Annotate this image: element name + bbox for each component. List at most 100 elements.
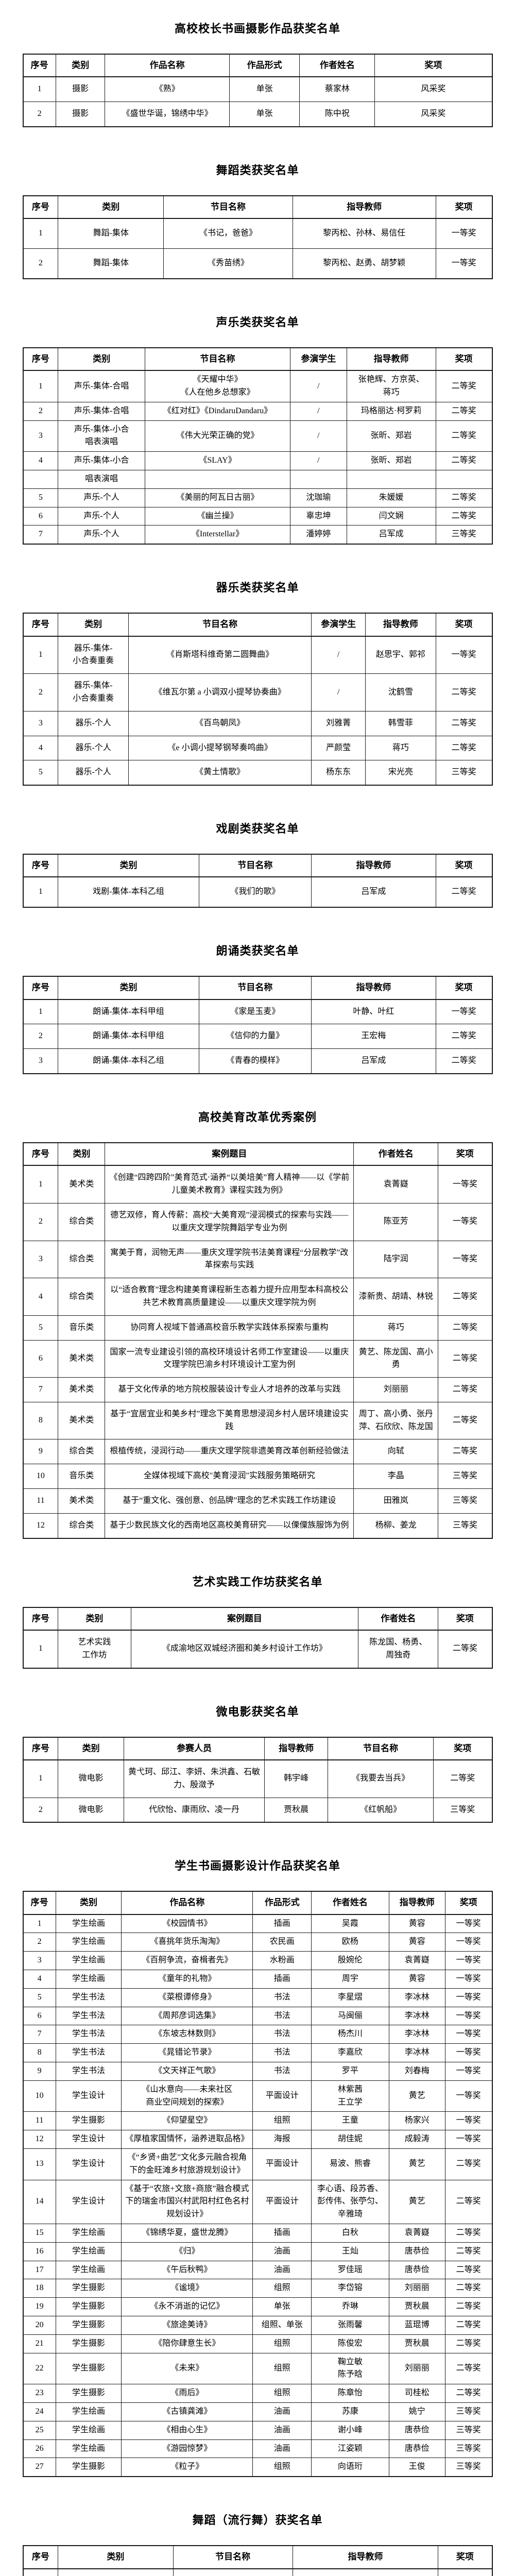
table-row: 6 学生书法 《周邦彦词选集》 书法 马闽俪 李冰林 一等奖	[23, 2006, 493, 2026]
section-title: 微电影获奖名单	[216, 1705, 299, 1718]
table-row: 9 学生书法 《文天祥正气歌》 书法 罗平 刘春梅 一等奖	[23, 2062, 493, 2081]
section-vocal: 声乐类获奖名单 序号 类别 节目名称 参演学生 指导教师 奖项 1 声乐-集体-合唱 《天耀中华…	[0, 313, 515, 545]
column-header: 指导教师	[292, 195, 436, 219]
awards-table: 序号 类别 案例题目 作者姓名 奖项 1 美术类 《创建“四跨四阶”美育范式·涵养“以美培美”…	[22, 1142, 493, 1539]
table-cell: 二等奖	[444, 2242, 493, 2261]
table-row: 1 声乐-集体-合唱 《天耀中华》 《人在他乡总想家》 / 张艳辉、方京英、 蒋巧 二等奖	[22, 370, 493, 402]
table-cell: 三等奖	[433, 1797, 492, 1823]
table-cell: 马闽俪	[311, 2006, 389, 2026]
table-cell: 一等奖	[444, 1914, 493, 1934]
table-cell: 向轼	[353, 1439, 439, 1465]
header-row: 序号 类别 案例题目 作者姓名 奖项	[22, 1142, 492, 1166]
table-cell: 7	[22, 525, 59, 545]
table-row: 3 朗诵-集体-本科乙组 《青春的模样》 吕军成 二等奖	[22, 1048, 493, 1074]
table-cell: 朗诵-集体-本科甲组	[58, 999, 199, 1025]
table-cell: 12	[22, 1513, 59, 1539]
table-cell: 唱表演唱	[58, 470, 145, 489]
table-cell: 学生绘画	[55, 2402, 122, 2421]
table-cell: 风采奖	[374, 76, 492, 103]
table-cell	[144, 470, 291, 489]
table-cell: 玛格丽达·柯罗莉	[346, 401, 436, 421]
section-drama: 戏剧类获奖名单 序号 类别 节目名称 指导教师 奖项 1 戏剧-集体-本科乙组 《我们的歌》吕…	[0, 820, 515, 908]
awards-table: 序号类别节目名称指导教师奖项1学生艺术作品-流行舞十面埋伏雷婷、魏鸣一等奖	[22, 2545, 493, 2576]
table-cell: 黄弋珂、邱江、李妍、朱洪鑫、石敏力、殷潋予	[123, 1759, 265, 1798]
table-row: 25 学生绘画 《相由心生》 油画 谢小峰 唐恭俭 三等奖	[23, 2420, 493, 2440]
table-cell: 综合类	[58, 1240, 106, 1279]
awards-table: 序号 类别 节目名称 指导教师 奖项 1 朗诵-集体-本科甲组 《家是玉麦》 叶静、叶红 一等奖 2…	[22, 976, 493, 1074]
column-header: 奖项	[435, 195, 493, 219]
table-cell: 《永不消逝的记忆》	[121, 2297, 253, 2317]
table-row: 2 微电影 代欣怡、康雨欣、凌一丹 贾秋晨 《红帆船》 三等奖	[22, 1797, 492, 1823]
table-cell: 学生绘画	[55, 2420, 122, 2440]
table-cell: 组照	[252, 2352, 312, 2385]
table-cell: 赵思宇、郭祁	[365, 636, 436, 674]
table-cell: 易波、熊睿	[311, 2148, 389, 2180]
table-cell: 一等奖	[444, 1933, 493, 1952]
table-cell: 1	[22, 999, 59, 1025]
table-cell: 周宇	[311, 1970, 389, 1989]
table-cell: 吴霞	[311, 1914, 389, 1934]
table-cell: 10	[22, 1464, 59, 1489]
table-cell: /	[290, 420, 347, 452]
table-cell: 平面设计	[252, 2080, 312, 2112]
table-row: 1 摄影 《熟》 单张 蔡家林 风采奖	[23, 76, 492, 103]
table-cell: 2	[22, 673, 59, 711]
table-cell: 二等奖	[435, 876, 493, 908]
table-cell	[346, 470, 436, 489]
table-cell: 白秋	[311, 2224, 389, 2243]
table-cell: 学生摄影	[55, 2279, 122, 2298]
header-row: 序号 类别 作品名称 作品形式 作者姓名 奖项	[23, 54, 492, 78]
table-cell: 谢小峰	[311, 2420, 389, 2440]
table-row: 1学生艺术作品-流行舞十面埋伏雷婷、魏鸣一等奖	[22, 2568, 492, 2576]
table-cell: 黄容	[388, 1970, 445, 1989]
table-cell: 罗平	[311, 2062, 389, 2081]
table-cell: /	[290, 451, 347, 470]
table-row: 12 综合类 基于少数民族文化的西南地区高校美育研究——以傈僳族服饰为例 杨柳、姜龙三…	[22, 1513, 492, 1539]
table-cell: 书法	[252, 2006, 312, 2026]
table-cell: 《书记，爸爸》	[163, 218, 293, 249]
table-cell: 《游园惊梦》	[121, 2439, 253, 2459]
table-cell: 一等奖	[444, 2025, 493, 2044]
table-cell: 12	[23, 2130, 56, 2149]
table-cell: 戏剧-集体-本科乙组	[58, 876, 199, 908]
table-cell: 舞蹈-集体	[58, 218, 164, 249]
table-cell: 《相由心生》	[121, 2420, 253, 2440]
table-cell: 6	[23, 2006, 56, 2026]
column-header: 奖项	[435, 347, 493, 371]
table-row: 2 摄影 《盛世华诞，锦绣中华》 单张 陈中祝 风采奖	[23, 101, 492, 127]
table-row: 11 学生摄影 《仰望星空》 组照 王童 杨家兴 一等奖	[23, 2111, 493, 2131]
table-cell: 《美丽的阿瓦日古丽》	[144, 488, 291, 507]
table-cell: 海报	[252, 2130, 312, 2149]
table-cell: 器乐-个人	[58, 760, 129, 786]
table-cell: 一等奖	[444, 2080, 493, 2112]
table-cell: 李心语、段苏香、彭传伟、张苧匀、辛雅琦	[311, 2179, 389, 2225]
table-cell: 二等奖	[444, 2352, 493, 2385]
table-cell: 3	[22, 1048, 59, 1074]
column-header: 序号	[22, 347, 59, 371]
table-cell: 学生绘画	[55, 2224, 122, 2243]
table-cell: 《家是玉麦》	[198, 999, 312, 1025]
table-cell: 《盛世华诞，锦绣中华》	[105, 101, 230, 127]
table-cell: 综合类	[58, 1513, 106, 1539]
table-cell: 沈鹤雪	[365, 673, 436, 711]
table-cell: 基于文化传承的地方院校服装设计专业人才培养的改革与实践	[105, 1377, 354, 1402]
table-cell: 一等奖	[438, 2568, 492, 2576]
table-row: 1 器乐-集体- 小合奏重奏 《肖斯塔科维奇第二圆舞曲》 / 赵思宇、郭祁 一等奖	[22, 636, 493, 674]
table-cell: 《青春的模样》	[198, 1048, 312, 1074]
table-row: 1 朗诵-集体-本科甲组 《家是玉麦》 叶静、叶红 一等奖	[22, 999, 493, 1025]
table-row: 1 微电影 黄弋珂、邱江、李妍、朱洪鑫、石敏力、殷潋予 韩宇峰 《我要去当兵》 二等奖	[22, 1759, 492, 1798]
table-cell	[22, 470, 59, 489]
table-row: 21 学生摄影 《陪你肆意生长》 组照 陈俊宏 贾秋晨 二等奖	[23, 2334, 493, 2353]
table-cell: 书法	[252, 2043, 312, 2063]
table-cell: 基于少数民族文化的西南地区高校美育研究——以傈僳族服饰为例	[105, 1513, 354, 1539]
table-cell: 二等奖	[435, 420, 493, 452]
table-cell: 学生书法	[55, 2006, 122, 2026]
table-cell: 舞蹈-集体	[58, 248, 164, 279]
table-cell: 三等奖	[435, 760, 493, 786]
section-title: 高校校长书画摄影作品获奖名单	[174, 22, 340, 35]
table-cell: 《我们的歌》	[198, 876, 312, 908]
table-cell: 苏康	[311, 2402, 389, 2421]
table-cell: 罗佳瑶	[311, 2260, 389, 2280]
column-header: 奖项	[438, 2545, 492, 2569]
